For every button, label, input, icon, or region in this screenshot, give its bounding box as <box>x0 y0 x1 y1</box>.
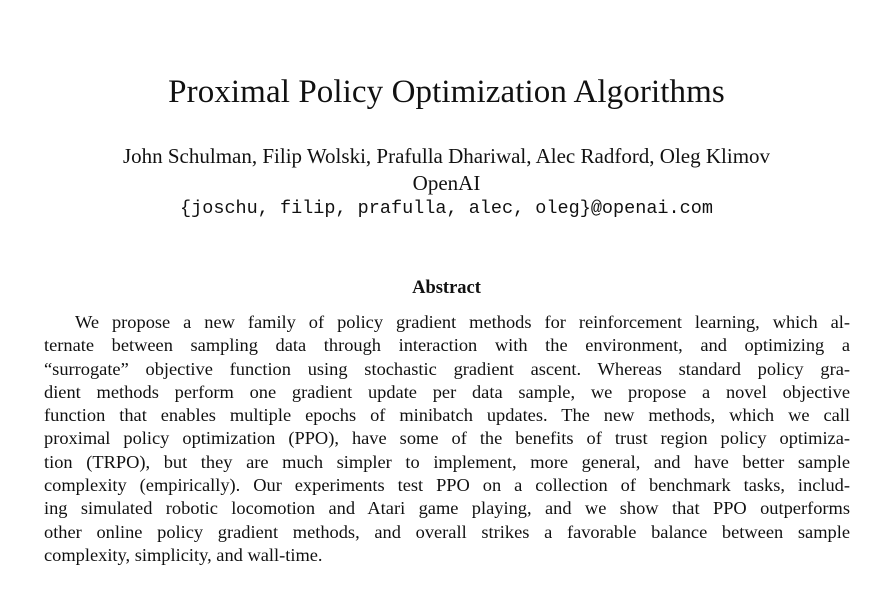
paper-title: Proximal Policy Optimization Algorithms <box>168 74 725 110</box>
abstract-line: tion (TRPO), but they are much simpler t… <box>44 451 850 472</box>
abstract-line: other online policy gradient methods, an… <box>44 521 850 542</box>
affiliation: OpenAI <box>412 171 481 195</box>
abstract-line: “surrogate” objective function using sto… <box>44 358 850 379</box>
abstract-line: proximal policy optimization (PPO), have… <box>44 428 850 449</box>
abstract-body: We propose a new family of policy gradie… <box>44 311 850 567</box>
abstract-line: ing simulated robotic locomotion and Ata… <box>44 498 850 519</box>
abstract-line: function that enables multiple epochs of… <box>44 405 850 426</box>
abstract-line: complexity (empirically). Our experiment… <box>44 475 850 496</box>
author-emails: {joschu, filip, prafulla, alec, oleg}@op… <box>180 198 713 219</box>
abstract-line: We propose a new family of policy gradie… <box>75 312 850 332</box>
abstract-heading: Abstract <box>412 278 481 298</box>
abstract-line: complexity, simplicity, and wall-time. <box>44 544 323 565</box>
abstract-line: dient methods perform one gradient updat… <box>44 381 850 402</box>
abstract-line: ternate between sampling data through in… <box>44 335 850 356</box>
author-list: John Schulman, Filip Wolski, Prafulla Dh… <box>122 144 771 168</box>
